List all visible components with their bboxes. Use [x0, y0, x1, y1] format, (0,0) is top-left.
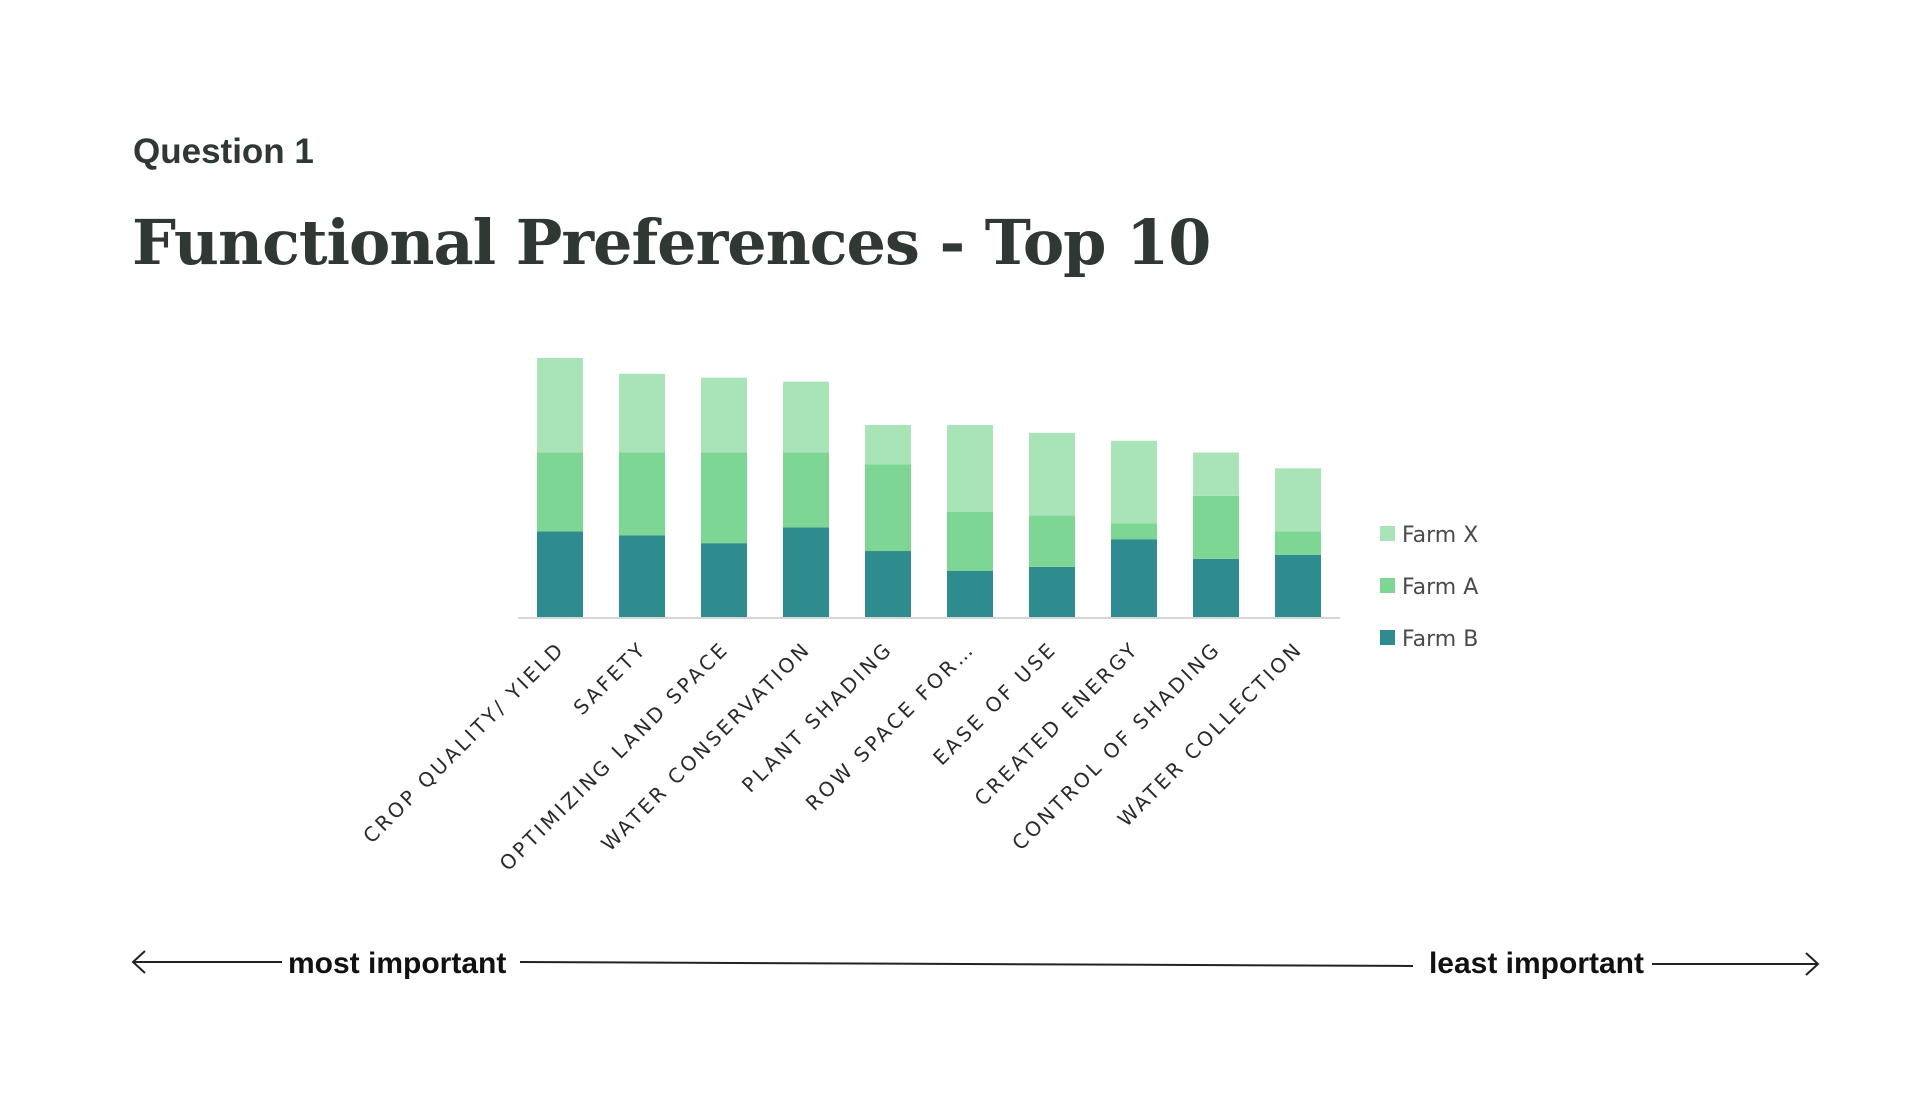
- bar-farm-x-8: [1111, 440, 1157, 524]
- x-tick-label: ROW SPACE FOR…: [801, 637, 980, 816]
- bar-farm-a-8: [1111, 523, 1157, 540]
- bar-farm-x-6: [947, 424, 993, 512]
- legend-label-farm-b: Farm B: [1402, 627, 1478, 652]
- bar-farm-x-7: [1029, 432, 1075, 516]
- x-tick-label: SAFETY: [569, 637, 652, 720]
- importance-line-middle: [519, 961, 1414, 967]
- bar-farm-b-6: [947, 570, 993, 618]
- bar-farm-x-4: [783, 381, 829, 453]
- bar-farm-b-5: [865, 551, 911, 618]
- bar-farm-b-2: [619, 535, 665, 618]
- legend-swatch-farm-b: [1380, 630, 1395, 645]
- left-arrow-icon: [131, 950, 146, 974]
- legend-label-farm-x: Farm X: [1402, 523, 1478, 548]
- question-label: Question 1: [133, 132, 314, 171]
- bar-farm-x-2: [619, 373, 665, 453]
- bar-farm-x-5: [865, 424, 911, 465]
- bar-farm-b-3: [701, 543, 747, 618]
- bar-farm-x-3: [701, 377, 747, 453]
- x-tick-label: PLANT SHADING: [737, 637, 898, 798]
- legend-label-farm-a: Farm A: [1402, 575, 1478, 600]
- legend-swatch-farm-x: [1380, 526, 1395, 541]
- bar-farm-a-7: [1029, 515, 1075, 567]
- bar-farm-x-1: [537, 358, 583, 453]
- bar-farm-a-4: [783, 452, 829, 528]
- bar-farm-b-1: [537, 531, 583, 618]
- bar-farm-a-9: [1193, 495, 1239, 559]
- bar-farm-b-7: [1029, 566, 1075, 618]
- bar-farm-b-8: [1111, 539, 1157, 618]
- bar-farm-a-5: [865, 464, 911, 552]
- bar-farm-a-1: [537, 452, 583, 532]
- right-arrow-icon: [1805, 952, 1820, 976]
- bar-farm-a-10: [1275, 531, 1321, 555]
- chart-legend: Farm X Farm A Farm B: [1380, 523, 1478, 652]
- bar-farm-a-2: [619, 452, 665, 536]
- bar-farm-b-4: [783, 527, 829, 618]
- legend-swatch-farm-a: [1380, 578, 1395, 593]
- page-title: Functional Preferences - Top 10: [132, 206, 1211, 279]
- bar-farm-a-6: [947, 511, 993, 571]
- importance-scale: most important least important: [131, 947, 1820, 980]
- bar-farm-x-9: [1193, 452, 1239, 496]
- x-tick-label: CREATED ENERGY: [970, 637, 1144, 811]
- least-important-label: least important: [1429, 947, 1644, 980]
- most-important-label: most important: [288, 947, 506, 980]
- bar-farm-a-3: [701, 452, 747, 544]
- bar-farm-b-9: [1193, 558, 1239, 618]
- bar-farm-b-10: [1275, 554, 1321, 618]
- bar-farm-x-10: [1275, 468, 1321, 532]
- chart-bars: [537, 358, 1321, 618]
